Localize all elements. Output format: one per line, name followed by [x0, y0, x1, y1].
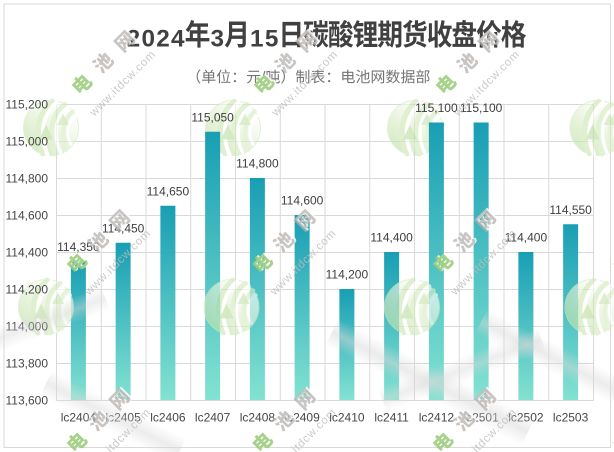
svg-text:lc2406: lc2406	[150, 411, 186, 425]
svg-text:114,800: 114,800	[236, 157, 279, 171]
svg-text:lc2407: lc2407	[195, 411, 231, 425]
svg-text:113,600: 113,600	[6, 393, 49, 407]
svg-text:lc2408: lc2408	[240, 411, 276, 425]
svg-text:114,200: 114,200	[6, 282, 49, 296]
svg-text:114,450: 114,450	[102, 221, 145, 235]
svg-text:114,400: 114,400	[370, 231, 413, 245]
svg-text:115,000: 115,000	[6, 134, 49, 148]
svg-text:114,550: 114,550	[549, 203, 592, 217]
svg-text:114,650: 114,650	[147, 184, 190, 198]
svg-text:lc2412: lc2412	[419, 411, 455, 425]
svg-text:3: 3	[211, 25, 225, 52]
svg-text:114,600: 114,600	[6, 208, 49, 222]
svg-text:lc2503: lc2503	[553, 411, 589, 425]
svg-text:lc2410: lc2410	[329, 411, 365, 425]
svg-text:4: 4	[171, 25, 185, 52]
svg-text:1: 1	[250, 25, 264, 52]
svg-text:2: 2	[156, 25, 170, 52]
svg-text:0: 0	[141, 25, 155, 52]
svg-text:114,200: 114,200	[326, 268, 369, 282]
svg-text:114,350: 114,350	[57, 240, 100, 254]
svg-text:115,050: 115,050	[191, 110, 234, 124]
svg-text:114,400: 114,400	[505, 231, 548, 245]
svg-text:5: 5	[265, 25, 279, 52]
svg-text:114,800: 114,800	[6, 171, 49, 185]
svg-text:114,600: 114,600	[281, 194, 324, 208]
svg-text:113,800: 113,800	[6, 356, 49, 370]
svg-text:115,200: 115,200	[6, 97, 49, 111]
svg-text:lc2411: lc2411	[374, 411, 409, 425]
svg-text:115,100: 115,100	[460, 101, 503, 115]
svg-text:114,400: 114,400	[6, 245, 49, 259]
svg-text:115,100: 115,100	[415, 101, 458, 115]
